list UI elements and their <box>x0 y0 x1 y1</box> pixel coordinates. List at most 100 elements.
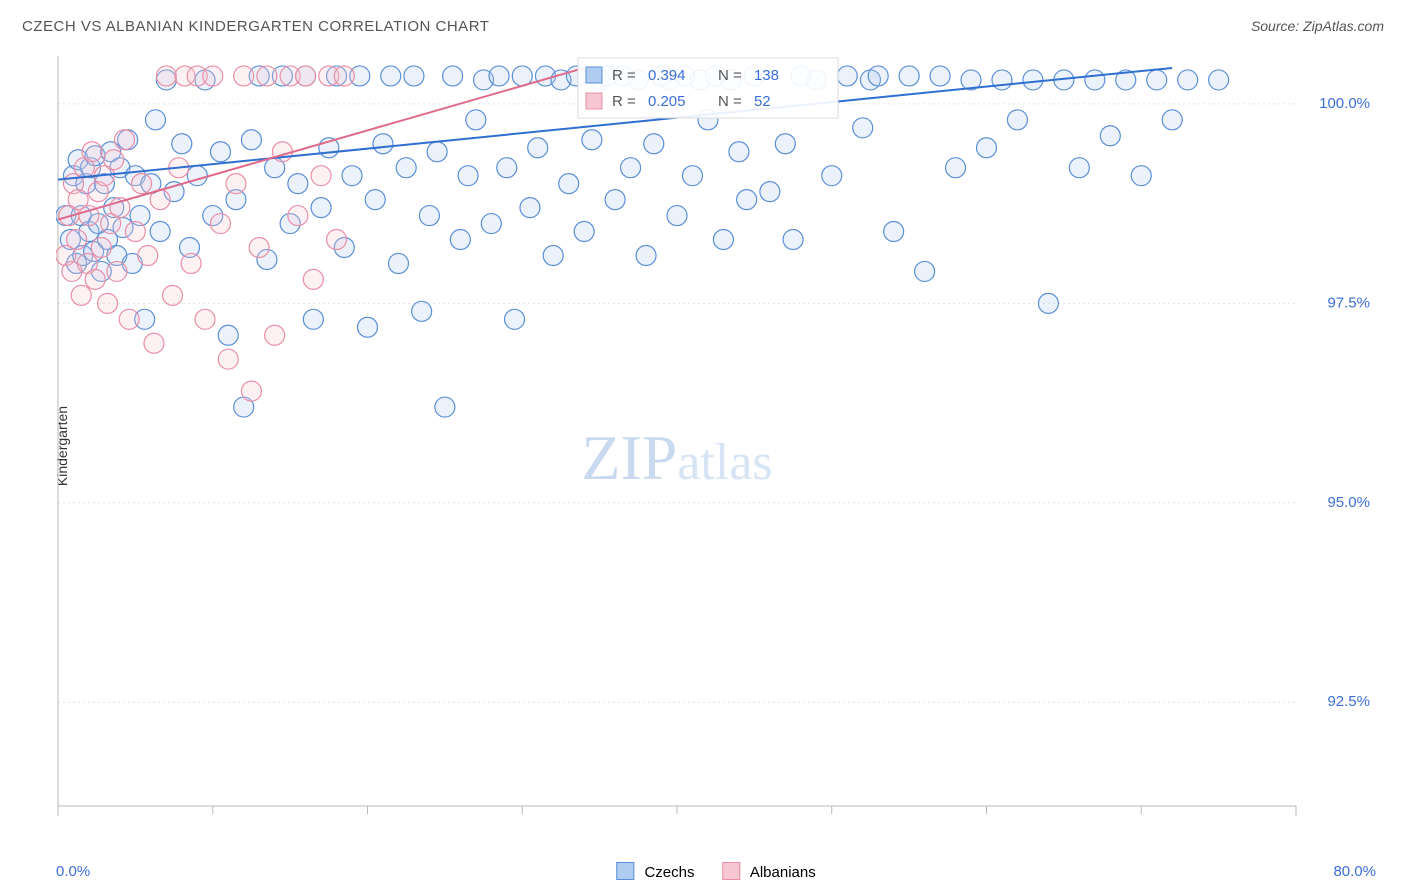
data-point-czechs <box>644 134 664 154</box>
data-point-czechs <box>1023 70 1043 90</box>
data-point-czechs <box>1162 110 1182 130</box>
data-point-albanians <box>71 285 91 305</box>
data-point-czechs <box>868 66 888 86</box>
data-point-albanians <box>163 285 183 305</box>
data-point-albanians <box>98 293 118 313</box>
data-point-czechs <box>559 174 579 194</box>
stats-r-label: R = <box>612 67 636 84</box>
data-point-czechs <box>450 230 470 250</box>
data-point-albanians <box>210 214 230 234</box>
data-point-czechs <box>497 158 517 178</box>
data-point-czechs <box>783 230 803 250</box>
data-point-czechs <box>930 66 950 86</box>
data-point-czechs <box>621 158 641 178</box>
data-point-czechs <box>837 66 857 86</box>
data-point-albanians <box>107 261 127 281</box>
data-point-albanians <box>85 269 105 289</box>
chart-title: CZECH VS ALBANIAN KINDERGARTEN CORRELATI… <box>22 18 489 35</box>
data-point-czechs <box>915 261 935 281</box>
data-point-albanians <box>181 253 201 273</box>
data-point-czechs <box>1100 126 1120 146</box>
data-point-albanians <box>249 237 269 257</box>
data-point-albanians <box>104 150 124 170</box>
data-point-czechs <box>373 134 393 154</box>
data-point-czechs <box>435 397 455 417</box>
data-point-albanians <box>67 230 87 250</box>
data-point-albanians <box>132 174 152 194</box>
data-point-czechs <box>358 317 378 337</box>
data-point-albanians <box>257 66 277 86</box>
data-point-albanians <box>234 66 254 86</box>
y-tick-label: 92.5% <box>1327 693 1370 710</box>
data-point-czechs <box>582 130 602 150</box>
data-point-albanians <box>226 174 246 194</box>
data-point-czechs <box>713 230 733 250</box>
data-point-czechs <box>187 166 207 186</box>
data-point-czechs <box>145 110 165 130</box>
data-point-czechs <box>543 245 563 265</box>
source-label: Source: ZipAtlas.com <box>1251 18 1384 34</box>
data-point-czechs <box>853 118 873 138</box>
data-point-czechs <box>288 174 308 194</box>
data-point-albanians <box>327 230 347 250</box>
data-point-czechs <box>1131 166 1151 186</box>
y-tick-label: 100.0% <box>1319 95 1370 112</box>
data-point-czechs <box>466 110 486 130</box>
data-point-czechs <box>427 142 447 162</box>
stats-r-value-albanians: 0.205 <box>648 93 686 110</box>
data-point-czechs <box>396 158 416 178</box>
data-point-czechs <box>458 166 478 186</box>
data-point-czechs <box>528 138 548 158</box>
data-point-czechs <box>303 309 323 329</box>
data-point-albanians <box>195 309 215 329</box>
data-point-czechs <box>404 66 424 86</box>
data-point-czechs <box>636 245 656 265</box>
stats-n-value-albanians: 52 <box>754 93 771 110</box>
data-point-czechs <box>884 222 904 242</box>
data-point-czechs <box>760 182 780 202</box>
data-point-czechs <box>241 130 261 150</box>
data-point-albanians <box>115 130 135 150</box>
watermark: ZIPatlas <box>581 422 772 493</box>
data-point-czechs <box>1069 158 1089 178</box>
legend-label-czechs: Czechs <box>644 864 694 881</box>
data-point-czechs <box>419 206 439 226</box>
data-point-czechs <box>412 301 432 321</box>
data-point-albanians <box>138 245 158 265</box>
data-point-czechs <box>481 214 501 234</box>
data-point-czechs <box>388 253 408 273</box>
legend-swatch-czechs <box>616 862 634 880</box>
stats-swatch-albanians <box>586 93 602 109</box>
data-point-czechs <box>342 166 362 186</box>
data-point-czechs <box>1209 70 1229 90</box>
data-point-czechs <box>1147 70 1167 90</box>
data-point-czechs <box>1085 70 1105 90</box>
data-point-czechs <box>365 190 385 210</box>
data-point-czechs <box>489 66 509 86</box>
data-point-czechs <box>218 325 238 345</box>
data-point-albanians <box>91 237 111 257</box>
legend-item-albanians: Albanians <box>722 862 815 881</box>
data-point-czechs <box>150 222 170 242</box>
data-point-czechs <box>667 206 687 226</box>
data-point-albanians <box>218 349 238 369</box>
data-point-albanians <box>119 309 139 329</box>
stats-n-label: N = <box>718 93 742 110</box>
data-point-albanians <box>303 269 323 289</box>
x-axis-row: 0.0% Czechs Albanians 80.0% <box>56 863 1376 880</box>
stats-r-label: R = <box>612 93 636 110</box>
data-point-czechs <box>381 66 401 86</box>
y-tick-label: 95.0% <box>1327 494 1370 511</box>
stats-n-value-czechs: 138 <box>754 67 779 84</box>
data-point-czechs <box>737 190 757 210</box>
data-point-albanians <box>82 142 102 162</box>
data-point-albanians <box>125 222 145 242</box>
data-point-czechs <box>729 142 749 162</box>
scatter-plot: 92.5%95.0%97.5%100.0%ZIPatlasR =0.394N =… <box>56 48 1376 830</box>
data-point-albanians <box>156 66 176 86</box>
legend-swatch-albanians <box>722 862 740 880</box>
data-point-albanians <box>311 166 331 186</box>
legend: Czechs Albanians <box>616 862 815 881</box>
data-point-czechs <box>520 198 540 218</box>
data-point-czechs <box>1038 293 1058 313</box>
